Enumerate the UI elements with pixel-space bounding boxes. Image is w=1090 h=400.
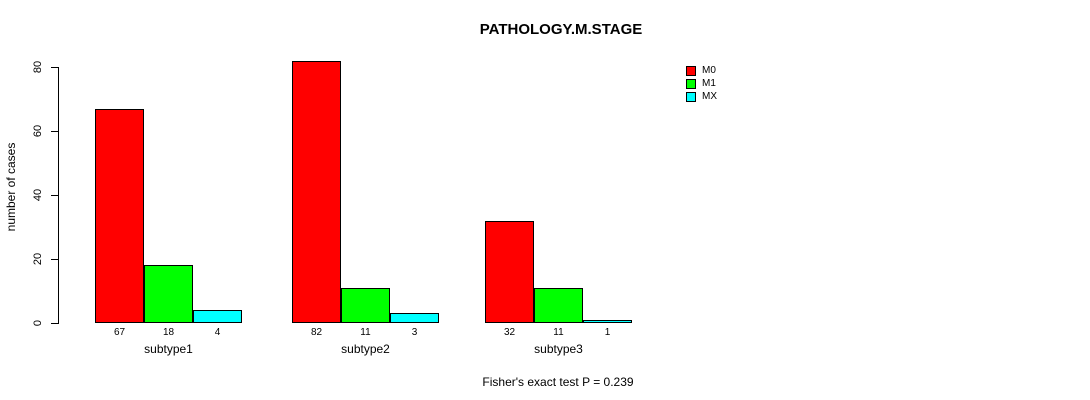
legend-row-m1: M1 xyxy=(686,79,717,89)
bar-value-label: 1 xyxy=(604,327,611,338)
y-axis-tick xyxy=(51,66,58,68)
bar-m0-subtype3 xyxy=(485,221,534,323)
y-axis-tick xyxy=(51,258,58,260)
y-axis-tick xyxy=(51,130,58,132)
bar-m1-subtype1 xyxy=(144,265,193,323)
stat-test-label: Fisher's exact test P = 0.239 xyxy=(482,375,634,389)
legend-swatch-m1 xyxy=(686,79,696,89)
bar-m0-subtype1 xyxy=(95,109,144,323)
bar-value-label: 67 xyxy=(113,327,126,338)
category-label-subtype2: subtype2 xyxy=(341,342,390,356)
legend-label: MX xyxy=(702,91,717,102)
bar-value-label: 4 xyxy=(214,327,221,338)
y-axis-tick-label: 0 xyxy=(32,319,44,327)
legend-label: M0 xyxy=(702,65,716,76)
chart-title: PATHOLOGY.M.STAGE xyxy=(479,21,643,38)
bar-value-label: 3 xyxy=(411,327,418,338)
legend-swatch-m0 xyxy=(686,66,696,76)
bar-value-label: 11 xyxy=(553,327,564,338)
category-label-subtype3: subtype3 xyxy=(534,342,583,356)
bar-m1-subtype3 xyxy=(534,288,583,323)
y-axis-tick xyxy=(51,322,58,324)
y-axis-tick-label: 60 xyxy=(32,124,44,138)
y-axis-line xyxy=(58,67,59,324)
bar-mx-subtype1 xyxy=(193,310,242,323)
bar-mx-subtype3 xyxy=(583,320,632,323)
y-axis-tick-label: 20 xyxy=(32,252,44,266)
bar-value-label: 18 xyxy=(162,327,175,338)
legend-label: M1 xyxy=(702,78,716,89)
bar-mx-subtype2 xyxy=(390,313,439,323)
y-axis-tick-label: 40 xyxy=(32,188,44,202)
bar-value-label: 82 xyxy=(310,327,323,338)
y-axis-tick xyxy=(51,194,58,196)
bar-m0-subtype2 xyxy=(292,61,341,323)
bar-m1-subtype2 xyxy=(341,288,390,323)
y-axis-title: number of cases xyxy=(4,142,18,232)
legend-row-mx: MX xyxy=(686,92,717,102)
legend-row-m0: M0 xyxy=(686,66,717,76)
category-label-subtype1: subtype1 xyxy=(144,342,193,356)
y-axis-tick-label: 80 xyxy=(32,60,44,74)
legend-swatch-mx xyxy=(686,92,696,102)
legend: M0 M1 MX xyxy=(686,66,717,105)
bar-value-label: 11 xyxy=(360,327,371,338)
bar-value-label: 32 xyxy=(503,327,516,338)
